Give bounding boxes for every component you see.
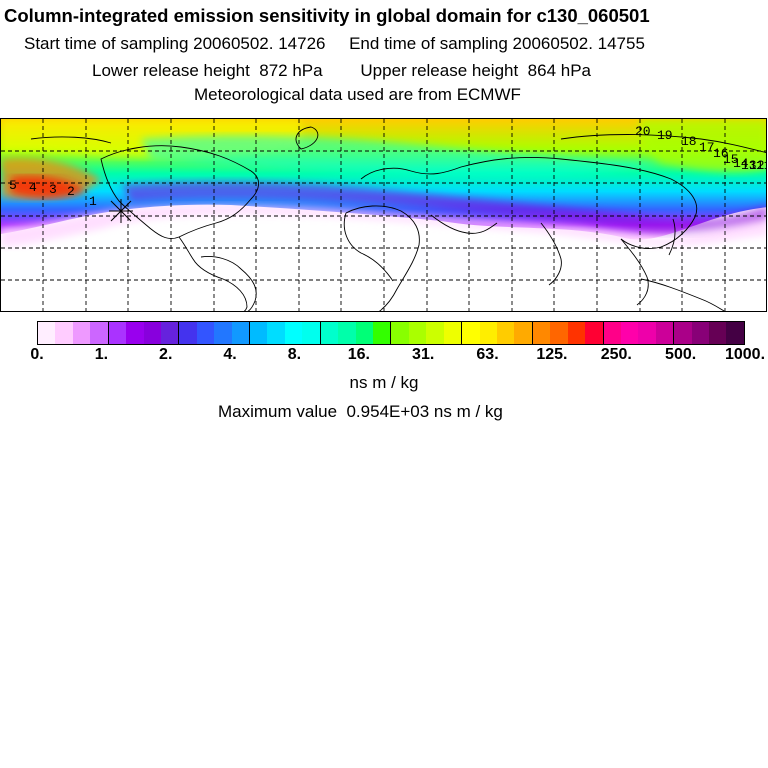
colorbar-tick-label: 2. xyxy=(159,346,173,363)
colorbar-swatch xyxy=(585,322,604,344)
colorbar-swatch xyxy=(231,322,251,344)
colorbar-swatch xyxy=(373,322,392,344)
plume-label: 16 xyxy=(713,146,729,161)
colorbar-swatch xyxy=(620,322,639,344)
sampling-time-line: Start time of sampling 20060502. 14726 E… xyxy=(24,34,645,53)
plume-label: 20 xyxy=(635,124,651,139)
colorbar-tick-label: 500. xyxy=(665,346,697,363)
colorbar-tick-label: 31. xyxy=(412,346,435,363)
colorbar-swatch xyxy=(408,322,427,344)
colorbar-swatch xyxy=(143,322,161,344)
colorbar-tick-label: 63. xyxy=(476,346,499,363)
colorbar-swatch xyxy=(284,322,303,344)
plume-label: 18 xyxy=(681,134,697,149)
colorbar-swatch xyxy=(355,322,374,344)
trajectory-labels: 20 19 18 17 16 15 14 13 12 11 1 5 4 3 2 xyxy=(9,124,767,209)
colorbar-swatch xyxy=(160,322,180,344)
colorbar-swatch xyxy=(320,322,339,344)
colorbar-swatch xyxy=(567,322,586,344)
colorbar-tick-label: 8. xyxy=(287,346,302,363)
colorbar-units: ns m / kg xyxy=(349,373,419,392)
colorbar-swatch xyxy=(462,322,480,344)
colorbar-swatch xyxy=(709,322,727,344)
colorbar-tick-label: 16. xyxy=(347,346,370,363)
trajectory-label: 5 xyxy=(9,178,17,193)
colorbar-swatch xyxy=(55,322,73,344)
colorbar-tick-label: 125. xyxy=(536,346,568,363)
colorbar-swatch xyxy=(90,322,109,344)
colorbar-tick-label: 1. xyxy=(94,346,109,363)
colorbar-swatch xyxy=(532,322,551,344)
trajectory-label: 4 xyxy=(29,180,37,195)
colorbar-swatch xyxy=(338,322,356,344)
map-svg: 20 19 18 17 16 15 14 13 12 11 1 5 4 3 2 xyxy=(1,119,767,311)
plume-label: 15 xyxy=(723,152,739,167)
colorbar xyxy=(37,321,745,345)
release-height-line: Lower release height 872 hPa Upper relea… xyxy=(92,61,591,80)
colorbar-swatch xyxy=(691,322,710,344)
colorbar-swatch xyxy=(550,322,568,344)
colorbar-tick-label: 4. xyxy=(223,346,237,363)
colorbar-swatch xyxy=(496,322,515,344)
colorbar-swatch xyxy=(302,322,321,344)
colorbar-swatch xyxy=(196,322,215,344)
plume-label: 17 xyxy=(699,140,715,155)
coastlines xyxy=(30,126,766,311)
meteorological-data-line: Meteorological data used are from ECMWF xyxy=(194,85,521,104)
colorbar-tick-label: 0. xyxy=(30,346,44,363)
colorbar-tick-label: 250. xyxy=(600,346,632,363)
colorbar-swatch xyxy=(514,322,533,344)
trajectory-label: 2 xyxy=(67,184,75,199)
colorbar-swatch xyxy=(655,322,675,344)
plume-label: 12 xyxy=(749,158,765,173)
colorbar-swatch xyxy=(726,322,744,344)
colorbar-swatch xyxy=(214,322,232,344)
plume-label: 14 xyxy=(733,156,749,171)
colorbar-swatch xyxy=(179,322,197,344)
colorbar-swatch xyxy=(479,322,497,344)
colorbar-swatch xyxy=(603,322,621,344)
colorbar-swatch xyxy=(391,322,409,344)
plume-label: 19 xyxy=(657,128,673,143)
colorbar-swatch xyxy=(267,322,285,344)
plume-label: 13 xyxy=(741,158,757,173)
colorbar-swatch xyxy=(674,322,692,344)
colorbar-swatch xyxy=(250,322,268,344)
emission-sensitivity-map: 20 19 18 17 16 15 14 13 12 11 1 5 4 3 2 xyxy=(0,118,767,312)
colorbar-tick-label: 1000. xyxy=(724,346,766,363)
plume-label: 11 xyxy=(756,158,767,173)
maximum-value-text: Maximum value 0.954E+03 ns m / kg xyxy=(218,402,503,421)
release-site-marker xyxy=(109,199,133,223)
trajectory-label: 3 xyxy=(49,182,57,197)
map-title: Column-integrated emission sensitivity i… xyxy=(4,5,650,26)
colorbar-swatch xyxy=(38,322,56,344)
colorbar-swatch xyxy=(72,322,91,344)
colorbar-swatch xyxy=(426,322,444,344)
colorbar-swatch xyxy=(126,322,144,344)
colorbar-swatch xyxy=(108,322,127,344)
source-label: 1 xyxy=(89,194,97,209)
colorbar-swatch xyxy=(638,322,656,344)
colorbar-swatch xyxy=(443,322,463,344)
